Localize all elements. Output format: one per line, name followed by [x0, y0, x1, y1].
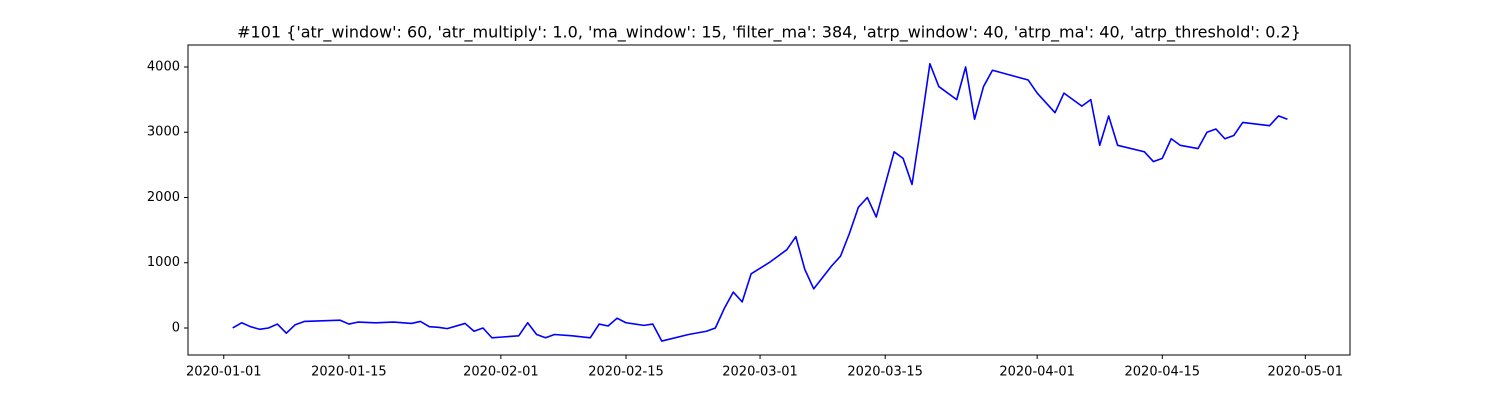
x-tick-label: 2020-04-01 — [999, 365, 1075, 380]
x-tick-label: 2020-02-01 — [463, 365, 539, 380]
x-tick-label: 2020-02-15 — [588, 365, 664, 380]
x-tick-label: 2020-01-01 — [186, 365, 262, 380]
y-tick-label: 4000 — [147, 59, 180, 74]
x-tick-label: 2020-01-15 — [311, 365, 387, 380]
x-tick-label: 2020-03-01 — [722, 365, 798, 380]
y-tick-label: 2000 — [147, 190, 180, 205]
x-tick-label: 2020-03-15 — [847, 365, 923, 380]
y-tick-label: 3000 — [147, 125, 180, 140]
plot-frame — [187, 44, 1351, 356]
y-tick-label: 0 — [172, 320, 180, 335]
chart-title: #101 {'atr_window': 60, 'atr_multiply': … — [237, 23, 1301, 43]
y-tick-label: 1000 — [147, 255, 180, 270]
x-tick-label: 2020-04-15 — [1125, 365, 1201, 380]
line-series — [232, 62, 1288, 342]
x-tick-label: 2020-05-01 — [1268, 365, 1344, 380]
